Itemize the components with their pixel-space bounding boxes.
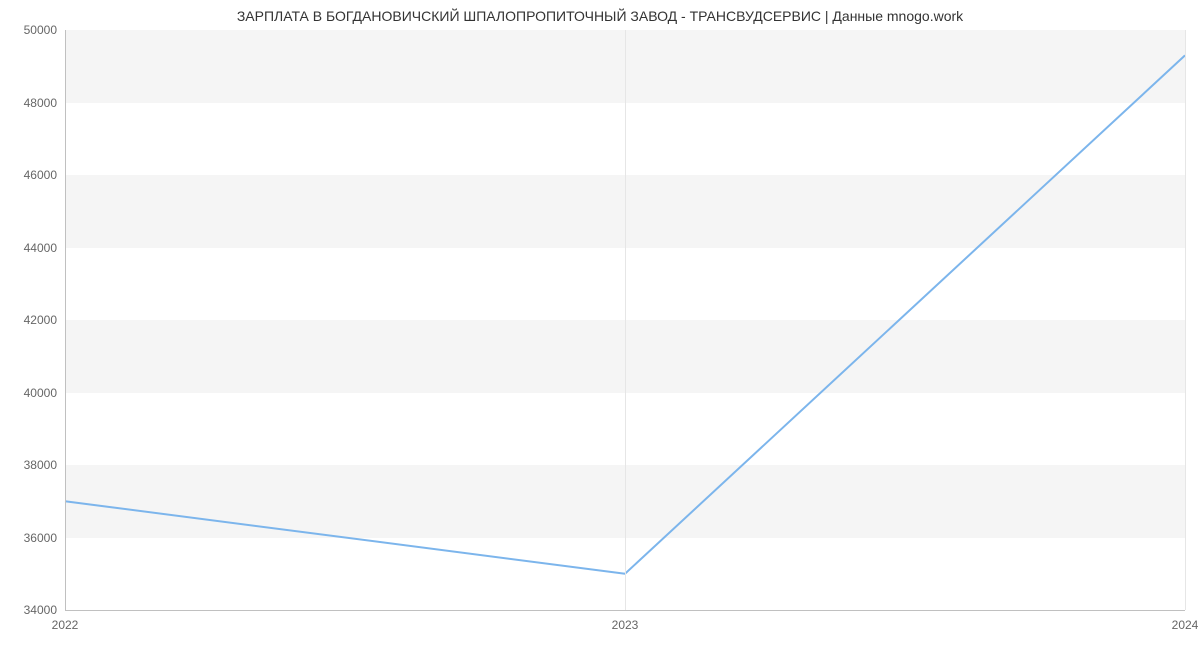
x-axis-line bbox=[65, 610, 1185, 611]
x-gridline bbox=[625, 30, 626, 610]
chart-title: ЗАРПЛАТА В БОГДАНОВИЧСКИЙ ШПАЛОПРОПИТОЧН… bbox=[0, 8, 1200, 24]
x-gridline bbox=[1185, 30, 1186, 610]
y-axis-line bbox=[65, 30, 66, 610]
x-tick-label: 2022 bbox=[52, 618, 79, 632]
x-tick-label: 2024 bbox=[1172, 618, 1199, 632]
plot-area: 3400036000380004000042000440004600048000… bbox=[65, 30, 1185, 610]
x-tick-label: 2023 bbox=[612, 618, 639, 632]
y-tick-label: 40000 bbox=[24, 386, 57, 400]
y-tick-label: 38000 bbox=[24, 458, 57, 472]
y-tick-label: 42000 bbox=[24, 313, 57, 327]
y-tick-label: 34000 bbox=[24, 603, 57, 617]
y-tick-label: 44000 bbox=[24, 241, 57, 255]
y-tick-label: 36000 bbox=[24, 531, 57, 545]
y-tick-label: 46000 bbox=[24, 168, 57, 182]
y-tick-label: 50000 bbox=[24, 23, 57, 37]
salary-chart: ЗАРПЛАТА В БОГДАНОВИЧСКИЙ ШПАЛОПРОПИТОЧН… bbox=[0, 0, 1200, 650]
y-tick-label: 48000 bbox=[24, 96, 57, 110]
